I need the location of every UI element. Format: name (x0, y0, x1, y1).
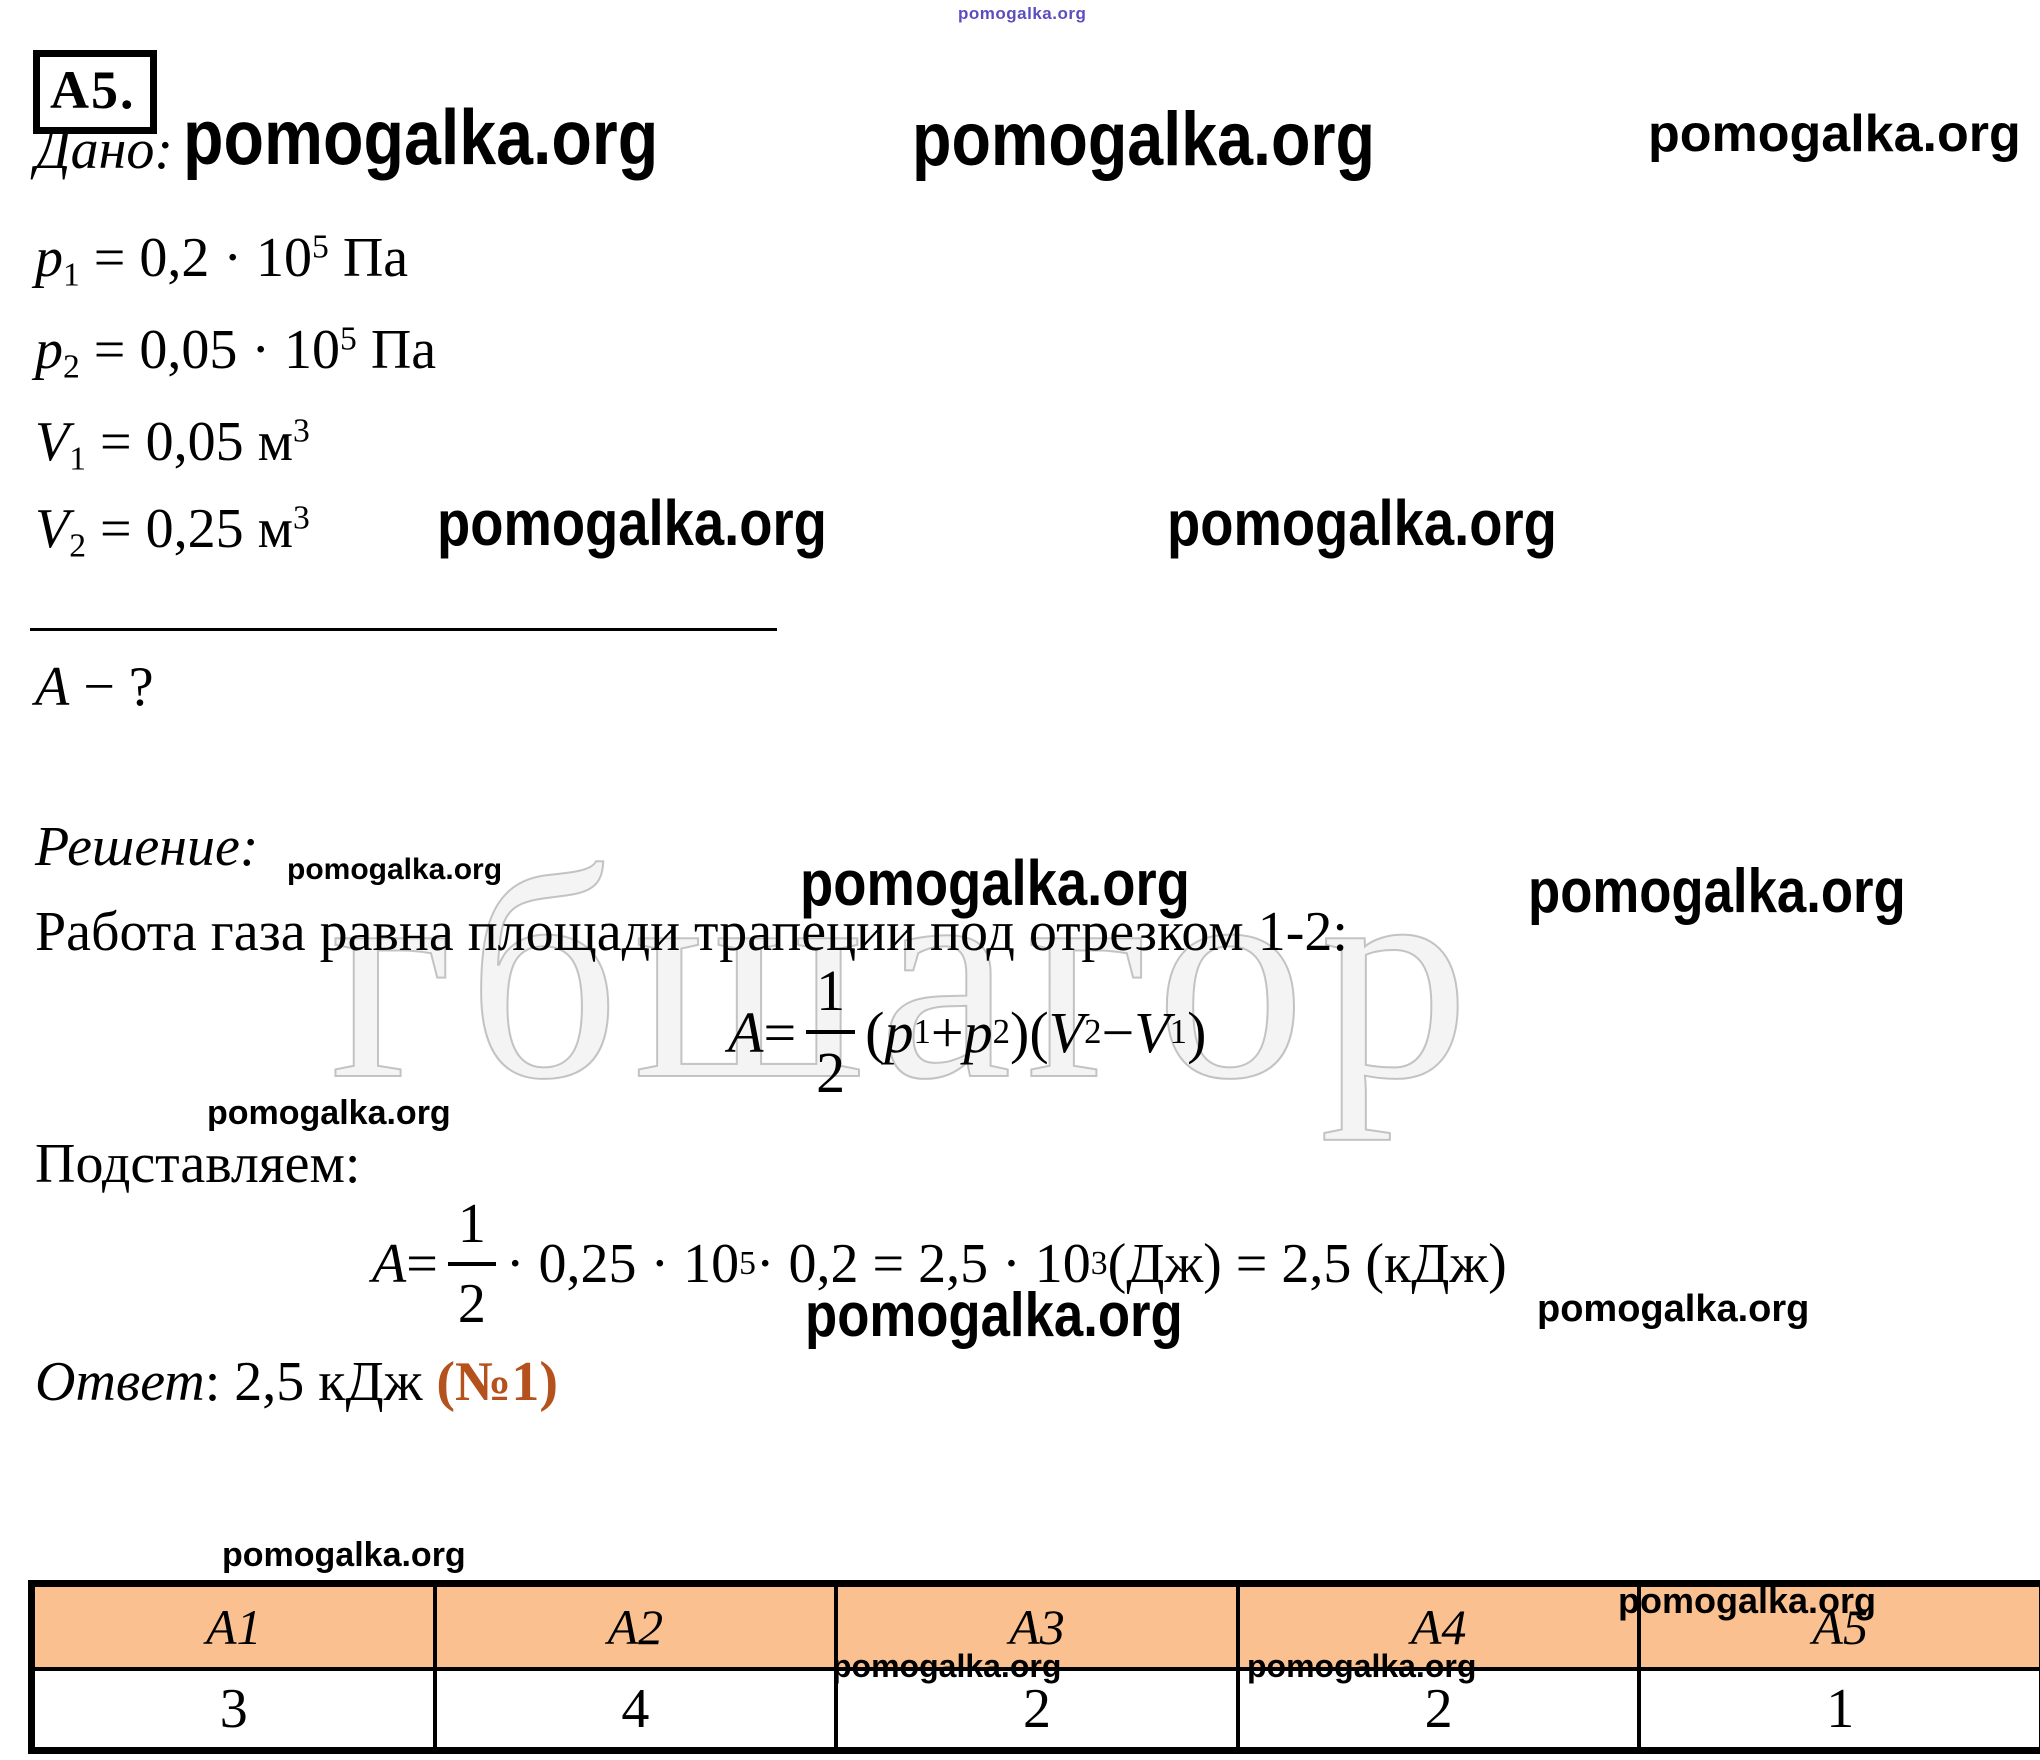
given-line-v1: V1 = 0,05 м3 (35, 410, 310, 478)
answers-table-value-a3: 2 (836, 1669, 1238, 1749)
f2-den: 2 (457, 1273, 486, 1335)
watermark-top-3: pomogalka.org (1648, 105, 2021, 163)
f2-lhs: A (372, 1233, 407, 1295)
f1-v1: p (884, 999, 914, 1065)
f1-num: 1 (806, 962, 856, 1034)
given-mid: = 0,05 · 10 (79, 319, 341, 381)
f1-den: 2 (816, 1040, 846, 1105)
given-exp: 5 (312, 228, 329, 266)
answer-label: Ответ (35, 1351, 205, 1413)
ghost-watermark: гбшагор (329, 809, 1484, 1141)
solution-text: Работа газа равна площади трапеции под о… (35, 901, 1348, 963)
watermark-cell-a5: pomogalka.org (1618, 1580, 1877, 1621)
watermark-table-top: pomogalka.org (222, 1536, 466, 1574)
answer-text: : 2,5 кДж (204, 1351, 437, 1413)
given-unit: Па (356, 319, 437, 381)
given-title: Дано: (35, 119, 174, 181)
given-var: p (35, 227, 63, 289)
find-line: A − ? (35, 655, 154, 719)
given-exp: 3 (293, 499, 310, 537)
watermark-cell-a4: pomogalka.org (1247, 1648, 1477, 1684)
given-sub: 2 (69, 527, 87, 565)
problem-number-box: А5. (33, 50, 157, 134)
given-line-p1: p1 = 0,2 · 105 Па (35, 226, 409, 294)
answers-table-header-a5: А5 (1639, 1585, 2040, 1669)
given-var: p (35, 319, 63, 381)
watermark-top-1: pomogalka.org (183, 93, 659, 181)
watermark-result-big: pomogalka.org (805, 1281, 1183, 1350)
f2-eq: = (406, 1233, 438, 1295)
watermark-v2-right: pomogalka.org (1167, 487, 1557, 559)
given-var: V (35, 498, 70, 560)
watermark-substitute: pomogalka.org (207, 1094, 451, 1132)
watermark-solution-small: pomogalka.org (287, 853, 503, 886)
given-sub: 2 (63, 348, 80, 386)
f1-t5: ) (1187, 999, 1207, 1065)
given-exp: 5 (340, 320, 357, 358)
f1-v4: V (1134, 999, 1170, 1065)
f1-lhs: A (728, 999, 764, 1065)
solution-title: Решение: (35, 816, 259, 878)
f2-m2: · 0,2 = 2,5 · 10 (755, 1233, 1091, 1295)
f1-t4: − (1101, 999, 1135, 1065)
given-sub: 1 (63, 256, 80, 294)
given-line-v2: V2 = 0,25 м3 (35, 497, 310, 565)
given-mid: = 0,05 м (86, 411, 294, 473)
given-line-p2: p2 = 0,05 · 105 Па (35, 318, 437, 386)
answers-table-value-a5: 1 (1639, 1669, 2040, 1749)
given-unit: Па (328, 227, 409, 289)
answers-table-header-a4: А4 (1237, 1585, 1640, 1669)
answer-line: Ответ: 2,5 кДж (№1) (35, 1350, 558, 1414)
substitute-label: Подставляем: (35, 1133, 361, 1195)
f2-m3: (Дж) = 2,5 (кДж) (1107, 1233, 1507, 1295)
answers-table-value-a2: 4 (434, 1669, 837, 1749)
find-var: A (35, 656, 70, 718)
given-var: V (35, 411, 70, 473)
watermark-cell-a3: pomogalka.org (832, 1648, 1062, 1684)
f1-v2: p (963, 999, 993, 1065)
answers-table-value-a4: 2 (1237, 1669, 1640, 1749)
watermark-solution-big-2: pomogalka.org (1528, 857, 1906, 926)
f2-m1: · 0,25 · 10 (505, 1233, 740, 1295)
watermark-solution-big-1: pomogalka.org (800, 847, 1190, 919)
formula-work-trapezoid: A = 1 2(p 1 + p 2)(V 2 − V 1) (728, 958, 1207, 1105)
given-sub: 1 (69, 440, 87, 478)
answers-table-header-a3: А3 (836, 1585, 1238, 1669)
watermark-tiny-top: pomogalka.org (958, 4, 1087, 23)
f1-t1: ( (865, 999, 885, 1065)
f1-t2: + (930, 999, 964, 1065)
answers-table: А1 А2 А3 А4 А5 3 4 2 2 1 (28, 1580, 2040, 1754)
given-mid: = 0,25 м (86, 498, 294, 560)
given-exp: 3 (293, 412, 310, 450)
answers-table-header-a1: А1 (33, 1585, 435, 1669)
f1-v3: V (1048, 999, 1085, 1065)
given-divider (30, 628, 777, 631)
f1-t3: )( (1010, 999, 1049, 1065)
f1-eq: = (763, 999, 797, 1065)
answer-choice: (№1) (436, 1351, 558, 1413)
answers-table-header-a2: А2 (434, 1585, 837, 1669)
answers-table-value-a1: 3 (33, 1669, 435, 1749)
given-mid: = 0,2 · 10 (79, 227, 313, 289)
f2-num: 1 (447, 1196, 496, 1266)
watermark-top-2: pomogalka.org (912, 97, 1376, 182)
watermark-result-small: pomogalka.org (1537, 1288, 1810, 1330)
watermark-v2-left: pomogalka.org (437, 487, 827, 559)
find-rest: − ? (69, 656, 154, 718)
